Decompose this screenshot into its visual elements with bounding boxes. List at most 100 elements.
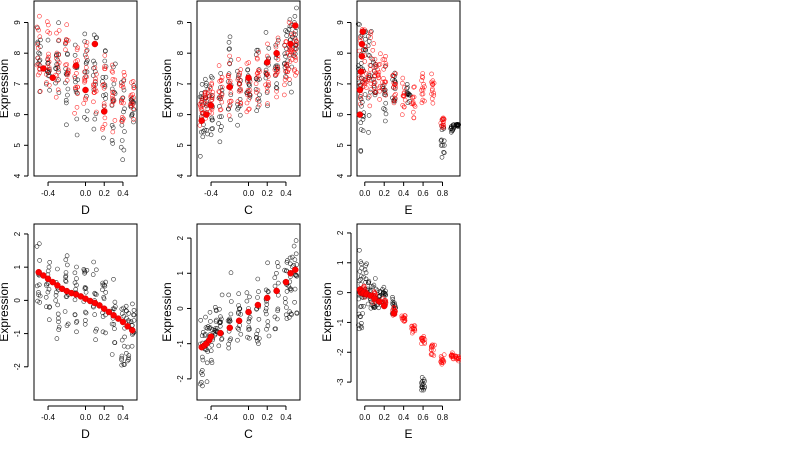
data-point: [56, 52, 61, 58]
data-point: [200, 372, 205, 378]
data-point: [439, 137, 444, 143]
data-point: [254, 335, 259, 341]
y-tick-label: 4: [176, 173, 185, 178]
data-point: [358, 273, 364, 279]
data-point: [102, 53, 108, 58]
data-point: [366, 130, 371, 135]
data-point: [419, 100, 425, 106]
data-point: [265, 323, 271, 329]
data-point: [381, 106, 386, 111]
data-point: [74, 264, 79, 270]
data-point: [64, 78, 70, 83]
data-point: [112, 77, 118, 83]
data-point: [217, 139, 223, 145]
data-point: [92, 79, 98, 85]
data-point: [66, 67, 71, 73]
mean-point: [263, 59, 271, 66]
data-point: [393, 71, 399, 77]
data-point: [65, 92, 70, 98]
data-point: [366, 94, 372, 99]
data-point: [357, 94, 363, 99]
data-point: [45, 37, 51, 43]
data-point: [119, 353, 125, 359]
data-point: [216, 121, 221, 126]
x-tick-label: 0.0: [80, 189, 92, 198]
data-point: [43, 81, 49, 87]
data-point: [362, 267, 368, 273]
data-point: [100, 287, 105, 293]
data-point: [102, 115, 108, 121]
data-point: [288, 31, 294, 36]
data-point: [284, 258, 290, 263]
data-point: [244, 298, 250, 304]
panel-4: -0.4 0.0 0.2 0.4 D -2 -1 0 1 2 Expression: [0, 223, 138, 441]
data-point: [235, 99, 241, 104]
data-point: [274, 316, 280, 322]
data-point: [219, 337, 224, 342]
data-point: [209, 115, 215, 121]
data-point: [292, 299, 297, 305]
mean-point: [292, 266, 299, 274]
data-point: [65, 262, 70, 268]
data-point: [256, 96, 261, 102]
data-point: [203, 314, 208, 320]
data-point: [392, 303, 398, 309]
data-point: [227, 318, 233, 324]
data-point: [383, 292, 388, 298]
data-point: [370, 284, 376, 290]
data-point: [265, 101, 270, 106]
data-point: [83, 310, 89, 316]
data-point: [207, 325, 212, 331]
data-point: [244, 290, 250, 296]
data-point: [410, 101, 416, 106]
data-point: [111, 321, 117, 327]
data-point: [54, 78, 60, 84]
mean-points: [198, 266, 299, 351]
x-tick-label: 0.2: [99, 413, 111, 422]
data-point: [272, 283, 278, 289]
data-point: [411, 94, 417, 100]
data-point: [292, 35, 298, 41]
data-point: [372, 276, 378, 281]
data-point: [43, 294, 49, 300]
data-point: [401, 104, 407, 110]
data-point: [112, 326, 117, 332]
data-point: [109, 352, 115, 357]
data-point: [198, 154, 203, 159]
data-point: [82, 268, 87, 274]
data-point: [448, 130, 454, 135]
data-point: [202, 101, 208, 107]
data-point: [56, 20, 61, 26]
x-tick-label: -0.4: [204, 189, 218, 198]
data-point: [356, 322, 361, 328]
data-point: [123, 308, 129, 314]
data-point: [72, 297, 78, 303]
data-point: [380, 85, 386, 91]
y-tick-label: 9: [336, 20, 345, 25]
data-point: [210, 89, 216, 95]
data-point: [45, 289, 51, 295]
plot-frame: [356, 223, 461, 401]
data-point: [237, 77, 242, 83]
data-point: [219, 75, 225, 80]
data-point: [360, 117, 366, 122]
data-point: [441, 138, 447, 144]
data-point: [72, 111, 77, 116]
data-point: [93, 111, 99, 117]
mean-point: [235, 317, 243, 325]
x-tick-label: 0.0: [243, 189, 255, 198]
data-point: [358, 120, 364, 125]
mean-point: [82, 86, 89, 94]
x-axis-label: E: [404, 427, 412, 441]
data-point: [292, 13, 298, 19]
series-1: [34, 241, 137, 368]
data-point: [365, 43, 371, 49]
data-point: [256, 49, 262, 55]
data-point: [263, 67, 269, 73]
x-tick-label: 0.4: [117, 189, 129, 198]
data-point: [376, 75, 382, 81]
data-point: [63, 66, 68, 71]
mean-point: [287, 40, 294, 48]
data-point: [265, 41, 270, 47]
data-point: [245, 92, 250, 97]
